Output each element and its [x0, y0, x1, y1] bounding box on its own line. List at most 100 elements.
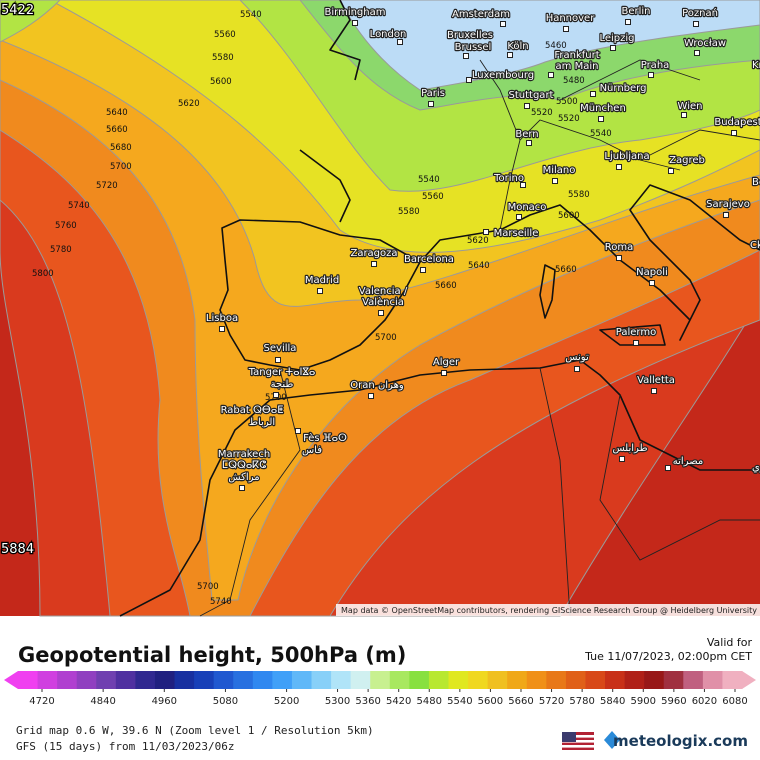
- colorbar-swatch: [409, 671, 430, 689]
- city-label: Zaragoza: [350, 248, 397, 259]
- city-marker: [397, 39, 403, 45]
- footer: Grid map 0.6 W, 39.6 N (Zoom level 1 / R…: [16, 724, 748, 753]
- city-marker: [563, 26, 569, 32]
- city-label: طنجة: [271, 379, 294, 390]
- city-marker: [500, 21, 506, 27]
- city-label: Hannover: [546, 13, 596, 24]
- city-marker: [483, 229, 489, 235]
- colorbar-swatch: [350, 671, 371, 689]
- legend: Geopotential height, 500hPa (m) Valid fo…: [4, 636, 756, 707]
- colorbar-tick-label: 6020: [692, 696, 717, 707]
- city-marker: [317, 288, 323, 294]
- contour-label: 5680: [110, 143, 132, 153]
- colorbar-tick-label: 5840: [600, 696, 625, 707]
- city-label: فاس: [302, 445, 322, 456]
- city-label: Budapest: [714, 117, 760, 128]
- city-marker: [598, 116, 604, 122]
- contour-label: 5700: [375, 333, 397, 343]
- colorbar-swatch: [233, 671, 254, 689]
- colorbar-tick-label: 5300: [325, 696, 350, 707]
- city-marker: [648, 72, 654, 78]
- city-label: طرابلس: [612, 443, 647, 454]
- valid-label: Valid for: [707, 636, 753, 649]
- city-label: Frankfurt: [554, 50, 599, 61]
- city-label: Poznań: [682, 7, 718, 19]
- city-label: Fès ⴼⴰⵙ: [303, 432, 347, 444]
- attribution: Map data © OpenStreetMap contributors, r…: [341, 606, 757, 615]
- coastline: [119, 359, 760, 617]
- city-label: Wrocław: [684, 38, 726, 49]
- colorbar-tick-label: 5360: [355, 696, 380, 707]
- colorbar-tick-label: 5960: [661, 696, 686, 707]
- city-label: Be: [752, 177, 760, 188]
- city-marker: [731, 130, 737, 136]
- city-label: Stuttgart: [509, 90, 554, 101]
- city-marker: [275, 357, 281, 363]
- city-marker: [723, 212, 729, 218]
- city-marker: [520, 182, 526, 188]
- city-label: Bern: [515, 129, 538, 140]
- city-label: Valletta: [637, 375, 675, 386]
- colorbar-tick-label: 5660: [508, 696, 533, 707]
- city-label: Palermo: [616, 327, 656, 338]
- city-marker: [524, 103, 530, 109]
- colorbar-swatch: [722, 671, 743, 689]
- contour-label: 5580: [212, 53, 234, 63]
- city-label: Paris: [421, 88, 445, 99]
- extreme-label: 5884: [1, 542, 34, 557]
- colorbar-swatch: [115, 671, 136, 689]
- contour-label: 5620: [467, 236, 489, 246]
- contour-label: 5740: [68, 201, 90, 211]
- contour-label: 5500: [556, 97, 578, 107]
- contour-label: 5740: [210, 597, 232, 607]
- city-marker: [239, 485, 245, 491]
- city-marker: [574, 366, 580, 372]
- city-label: Köln: [507, 41, 528, 52]
- colorbar-swatch: [683, 671, 704, 689]
- colorbar-tick-label: 5540: [447, 696, 472, 707]
- city-label: Valencia /: [359, 286, 408, 297]
- city-label: Rabat ⵕⴱⴰⵟ: [221, 405, 284, 416]
- colorbar-swatch: [174, 671, 195, 689]
- colorbar-swatch: [389, 671, 410, 689]
- city-label: مراكش: [228, 472, 259, 483]
- city-label: València: [362, 296, 404, 308]
- colorbar-swatch: [291, 671, 313, 689]
- city-marker: [420, 267, 426, 273]
- contour-label: 5720: [96, 181, 118, 191]
- city-label: Brussel: [455, 42, 492, 53]
- colorbar-swatch: [448, 671, 469, 689]
- colorbar-swatch: [18, 671, 39, 689]
- colorbar-swatch: [702, 671, 723, 689]
- contour-label: 5560: [422, 192, 444, 202]
- colorbar-tick-label: 4840: [90, 696, 115, 707]
- city-label: ⵎⵕⵕⴰⴽⵛ: [222, 460, 266, 471]
- colorbar-swatch: [135, 671, 156, 689]
- border: [199, 59, 760, 617]
- city-marker: [590, 91, 596, 97]
- colorbar-swatch: [428, 671, 449, 689]
- valid-time: Tue 11/07/2023, 02:00pm CET: [584, 650, 752, 663]
- contour-label: 5600: [558, 211, 580, 221]
- colorbar-tick-label: 5200: [274, 696, 299, 707]
- contour-label: 5800: [32, 269, 54, 279]
- colorbar-swatch: [507, 671, 528, 689]
- colorbar-tick-label: 5480: [417, 696, 442, 707]
- colorbar-swatch: [57, 671, 78, 689]
- city-marker: [463, 53, 469, 59]
- city-marker: [668, 168, 674, 174]
- colorbar-swatch: [526, 671, 547, 689]
- contour-label: 5560: [214, 30, 236, 40]
- colorbar-swatch: [663, 671, 684, 689]
- colorbar-tick-label: 5720: [539, 696, 564, 707]
- colorbar: 4720 4840 4960 5080 5200 5300 5360 5420 5480 5540…: [4, 671, 756, 707]
- city-marker: [552, 178, 558, 184]
- colorbar-swatch: [468, 671, 489, 689]
- city-label: الرباط: [249, 417, 275, 428]
- city-marker: [625, 19, 631, 25]
- colorbar-tick-label: 4720: [29, 696, 54, 707]
- colorbar-swatch: [37, 671, 58, 689]
- contour-label: 5520: [531, 108, 553, 118]
- colorbar-swatch: [487, 671, 508, 689]
- colorbar-swatch: [370, 671, 391, 689]
